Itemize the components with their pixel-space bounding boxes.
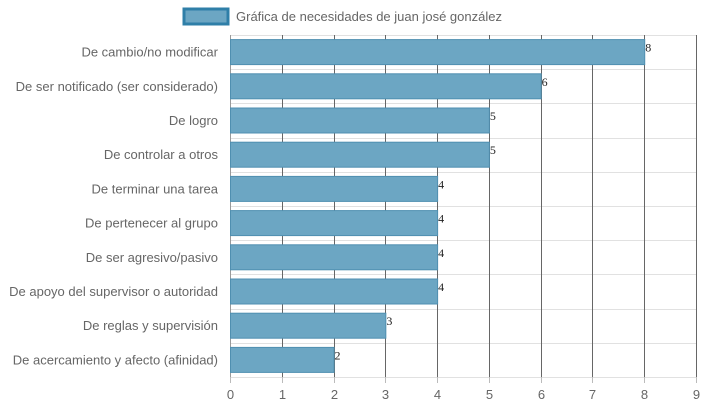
x-tick-label: 6 (538, 387, 545, 402)
x-tick-label: 9 (693, 387, 700, 402)
x-tick-label: 2 (331, 387, 338, 402)
x-axis: 0 1 2 3 4 5 6 7 8 9 (227, 377, 700, 402)
bar[interactable] (230, 73, 542, 100)
category-label: De pertenecer al grupo (85, 216, 218, 231)
data-label: 4 (438, 246, 444, 260)
x-tick-label: 4 (434, 387, 441, 402)
legend-label: Gráfica de necesidades de juan josé gonz… (236, 9, 502, 24)
legend[interactable]: Gráfica de necesidades de juan josé gonz… (182, 7, 502, 26)
data-label: 4 (438, 177, 444, 191)
category-label: De controlar a otros (104, 147, 219, 162)
x-tick-label: 8 (641, 387, 648, 402)
category-label: De cambio/no modificar (81, 45, 218, 60)
category-label: De reglas y supervisión (83, 318, 218, 333)
bar[interactable] (230, 107, 490, 134)
category-label: De ser agresivo/pasivo (86, 250, 218, 265)
category-label: De apoyo del supervisor o autoridad (9, 284, 218, 299)
x-tick-label: 0 (227, 387, 234, 402)
x-tick-label: 3 (382, 387, 389, 402)
bar[interactable] (230, 278, 439, 305)
category-label: De terminar una tarea (92, 181, 219, 196)
bar[interactable] (230, 210, 439, 237)
x-tick-label: 5 (486, 387, 493, 402)
legend-swatch (182, 7, 230, 26)
x-tick-label: 1 (279, 387, 286, 402)
data-label: 5 (490, 143, 496, 157)
data-label: 8 (645, 41, 651, 55)
category-label: De acercamiento y afecto (afinidad) (13, 352, 218, 367)
category-label: De logro (169, 113, 218, 128)
data-label: 4 (438, 280, 444, 294)
bar[interactable] (230, 175, 439, 202)
category-labels: De cambio/no modificar De ser notificado … (9, 45, 219, 368)
data-label: 5 (490, 109, 496, 123)
data-label: 2 (335, 348, 341, 362)
bar[interactable] (230, 346, 335, 373)
bar[interactable] (230, 141, 490, 168)
data-label: 6 (542, 75, 548, 89)
x-tick-label: 7 (589, 387, 596, 402)
bar[interactable] (230, 312, 387, 339)
bar[interactable] (230, 244, 439, 271)
value-labels: 8 6 5 5 4 4 4 4 3 2 (335, 41, 652, 363)
bar[interactable] (230, 39, 646, 66)
data-label: 3 (386, 314, 392, 328)
category-label: De ser notificado (ser considerado) (16, 79, 218, 94)
bars (230, 39, 646, 373)
data-label: 4 (438, 212, 444, 226)
